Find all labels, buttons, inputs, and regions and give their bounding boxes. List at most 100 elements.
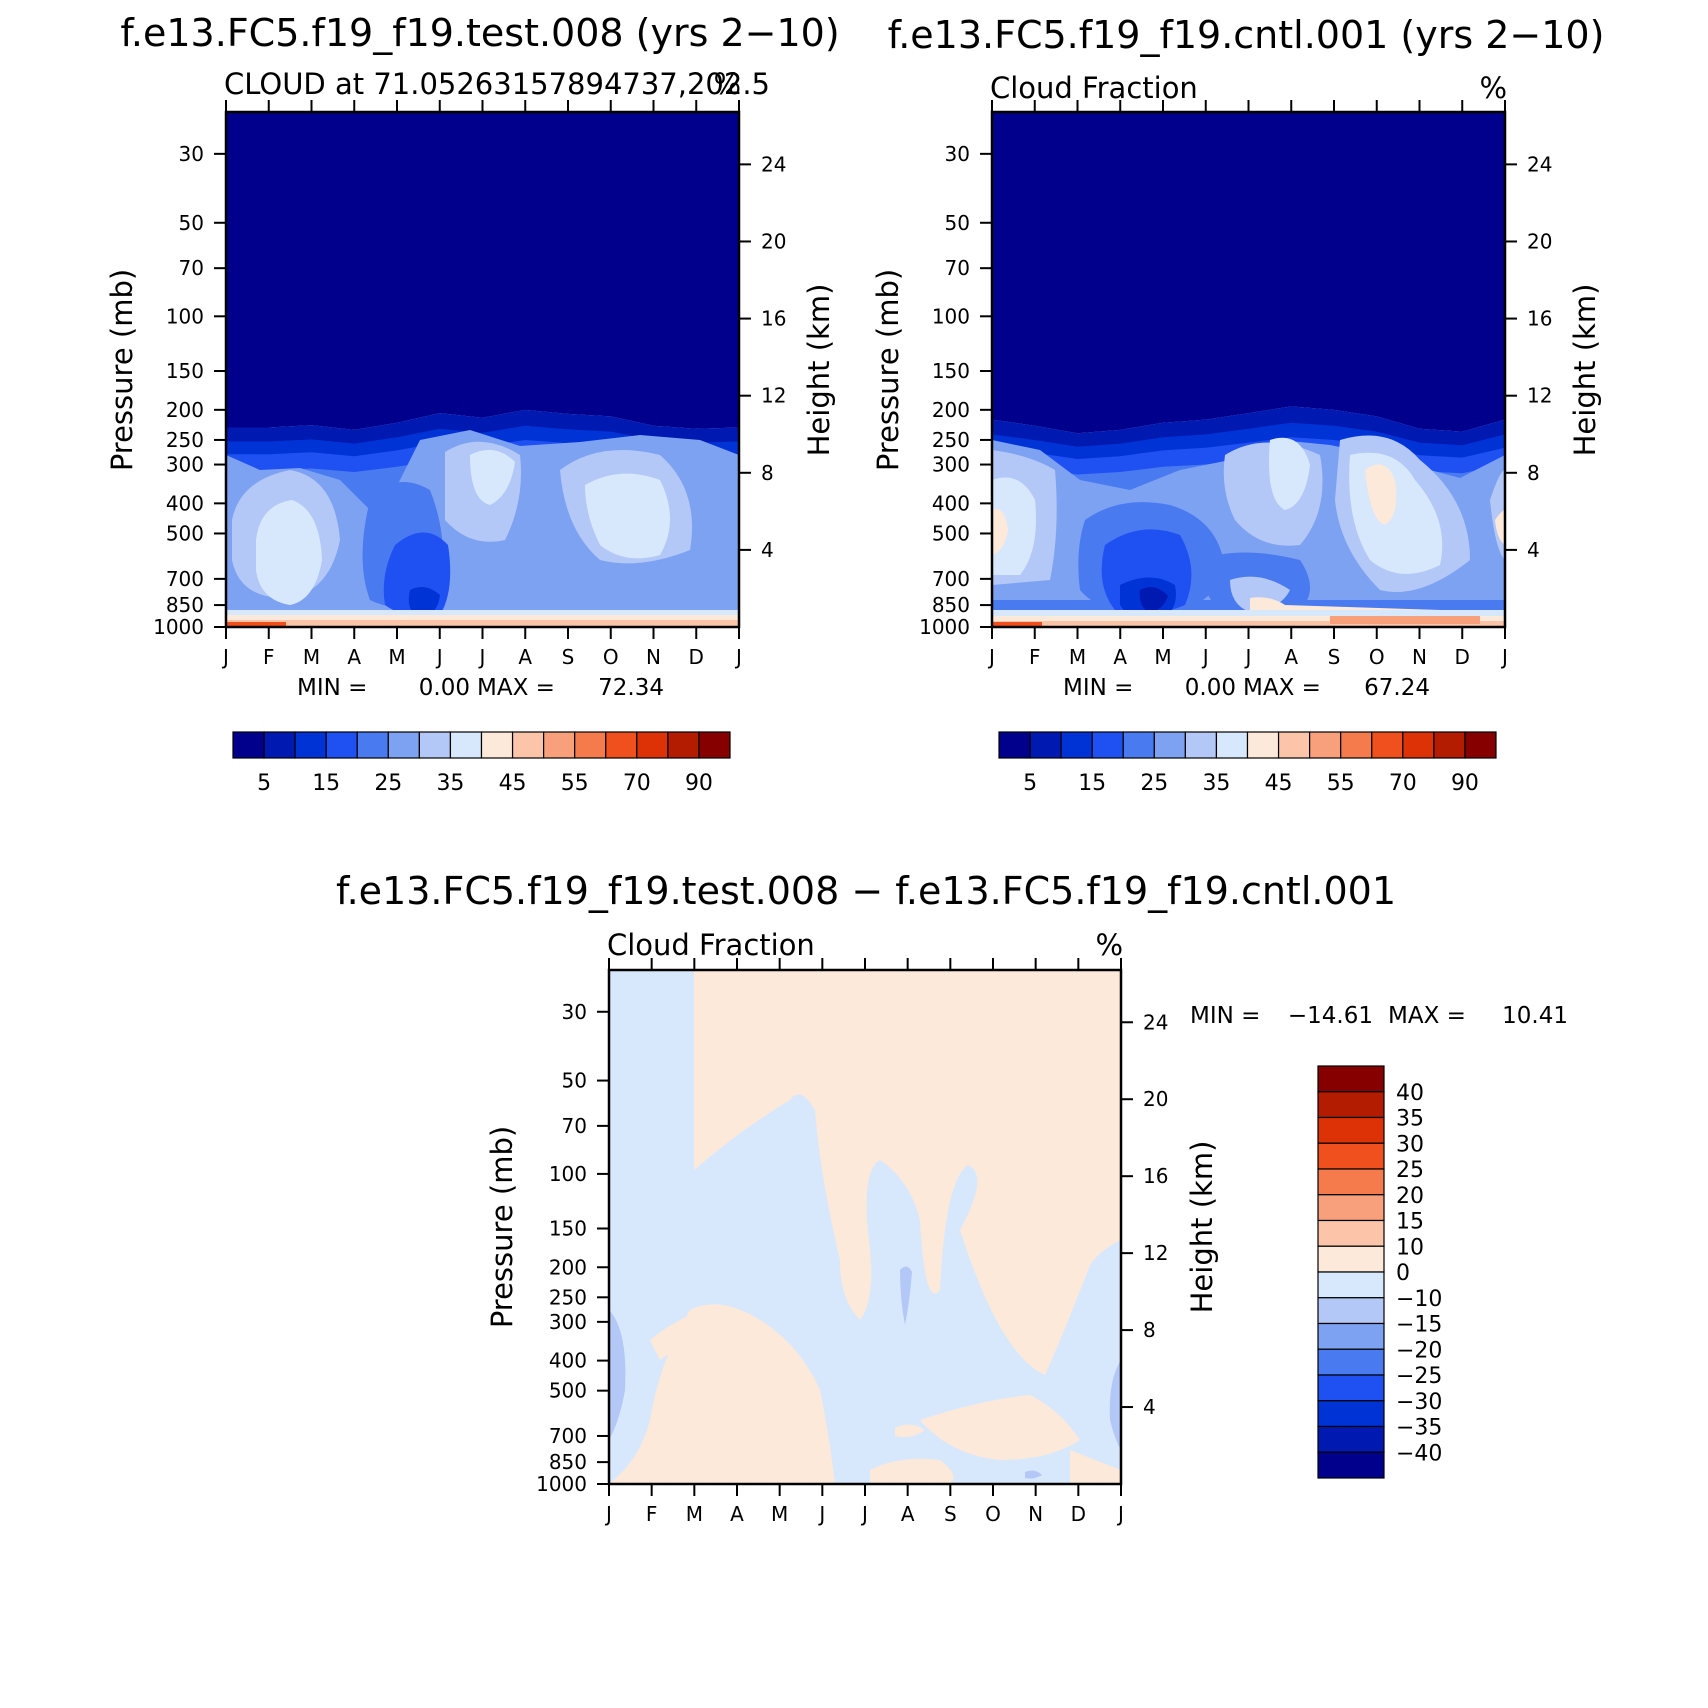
panel-difference-ylabel-right: Height (km)	[1185, 1141, 1219, 1314]
colorbar-swatch	[511, 731, 545, 759]
x-tick-label: J	[478, 645, 486, 669]
colorbar-swatch	[1433, 731, 1466, 759]
height-tick-label: 24	[1143, 1010, 1168, 1034]
x-tick-label: D	[1071, 1502, 1086, 1526]
panel-test-height-ticks: 24 20 16 12 8 4	[739, 152, 786, 562]
panel-control-ylabel: Pressure (mb)	[871, 269, 905, 471]
height-tick-label: 24	[761, 152, 786, 176]
colorbar-swatch	[1317, 1348, 1385, 1376]
x-tick-label: F	[263, 645, 275, 669]
x-tick-label: J	[435, 645, 443, 669]
x-tick-label: J	[1201, 645, 1209, 669]
panel-control-colorbar: 5 15 25 35 45 55 70 90	[998, 731, 1497, 796]
colorbar-label: −15	[1396, 1313, 1442, 1338]
height-tick-label: 12	[1527, 384, 1552, 408]
y-tick-label: 30	[945, 142, 970, 166]
y-tick-label: 700	[549, 1424, 587, 1448]
panel-test-max-label: MAX =	[477, 675, 555, 701]
x-tick-label: S	[1328, 645, 1341, 669]
x-tick-label: A	[347, 645, 361, 669]
y-tick-label: 150	[549, 1217, 587, 1241]
y-tick-label: 400	[932, 491, 970, 515]
y-tick-label: 100	[166, 304, 204, 328]
y-tick-label: 850	[166, 593, 204, 617]
colorbar-swatch	[1317, 1065, 1385, 1093]
colorbar-swatch	[1246, 731, 1280, 759]
colorbar-swatch	[1317, 1400, 1385, 1428]
x-tick-label: J	[604, 1502, 612, 1526]
y-tick-label: 400	[549, 1349, 587, 1373]
x-tick-label: A	[1113, 645, 1127, 669]
y-tick-label: 250	[166, 428, 204, 452]
x-tick-label: O	[603, 645, 619, 669]
colorbar-swatch	[1091, 731, 1124, 759]
colorbar-swatch	[1317, 1297, 1385, 1325]
x-tick-label: J	[987, 645, 995, 669]
y-tick-label: 50	[179, 211, 204, 235]
colorbar-swatch	[605, 731, 638, 759]
colorbar-swatch	[667, 731, 700, 759]
height-tick-label: 24	[1527, 152, 1552, 176]
colorbar-label: 35	[1396, 1107, 1424, 1132]
panel-control-height-ticks: 24 20 16 12 8 4	[1505, 152, 1552, 562]
colorbar-swatch	[1122, 731, 1155, 759]
panel-test-ylabel-right: Height (km)	[802, 284, 836, 457]
x-tick-label: N	[646, 645, 661, 669]
colorbar-label: 35	[1202, 771, 1230, 796]
colorbar-label: 15	[1396, 1210, 1424, 1235]
y-tick-label: 250	[549, 1285, 587, 1309]
x-tick-label: M	[1069, 645, 1086, 669]
colorbar-swatch	[1060, 731, 1093, 759]
panel-test-units: %	[713, 67, 741, 101]
colorbar-swatch	[1464, 731, 1497, 759]
colorbar-swatch	[698, 731, 731, 759]
x-tick-label: J	[734, 645, 742, 669]
height-tick-label: 16	[1527, 307, 1552, 331]
colorbar-swatch	[1317, 1322, 1385, 1350]
colorbar-swatch	[1317, 1374, 1385, 1402]
panel-test-max-value: 72.34	[598, 675, 664, 701]
height-tick-label: 8	[1527, 461, 1540, 485]
panel-test-field	[226, 112, 739, 627]
y-tick-label: 700	[166, 567, 204, 591]
y-tick-label: 850	[932, 593, 970, 617]
y-tick-label: 70	[562, 1114, 587, 1138]
panel-test-colorbar: 5 15 25 35 45 55 70 90	[232, 731, 731, 796]
panel-test-min-label: MIN =	[297, 675, 367, 701]
y-tick-label: 50	[562, 1069, 587, 1093]
colorbar-swatch	[1029, 731, 1062, 759]
colorbar-label: −25	[1396, 1364, 1442, 1389]
colorbar-label: 90	[1451, 771, 1479, 796]
panel-test-ylabel: Pressure (mb)	[105, 269, 139, 471]
y-tick-label: 850	[549, 1450, 587, 1474]
colorbar-label: 15	[1078, 771, 1106, 796]
colorbar-swatch	[1153, 731, 1186, 759]
y-tick-label: 70	[179, 256, 204, 280]
y-tick-label: 300	[549, 1310, 587, 1334]
panel-difference: f.e13.FC5.f19_f19.test.008 − f.e13.FC5.f…	[336, 869, 1568, 1526]
y-tick-label: 70	[945, 256, 970, 280]
x-tick-label: O	[985, 1502, 1001, 1526]
y-tick-label: 200	[932, 398, 970, 422]
colorbar-swatch	[294, 731, 327, 759]
colorbar-label: −20	[1396, 1338, 1442, 1363]
x-tick-label: F	[646, 1502, 658, 1526]
colorbar-swatch	[1317, 1194, 1385, 1222]
y-tick-label: 1000	[919, 615, 970, 639]
colorbar-label: −10	[1396, 1287, 1442, 1312]
colorbar-swatch	[418, 731, 452, 759]
y-tick-label: 1000	[153, 615, 204, 639]
y-tick-label: 1000	[536, 1472, 587, 1496]
panel-difference-units: %	[1095, 928, 1123, 962]
panel-control-min-value: 0.00	[1185, 675, 1236, 701]
height-tick-label: 20	[1143, 1087, 1168, 1111]
x-tick-label: M	[686, 1502, 703, 1526]
y-tick-label: 200	[549, 1255, 587, 1279]
height-tick-label: 8	[1143, 1318, 1156, 1342]
y-tick-label: 700	[932, 567, 970, 591]
panel-control-subtitle: Cloud Fraction	[990, 71, 1198, 105]
colorbar-swatch	[1317, 1245, 1385, 1273]
y-tick-label: 400	[166, 491, 204, 515]
x-tick-label: J	[817, 1502, 825, 1526]
